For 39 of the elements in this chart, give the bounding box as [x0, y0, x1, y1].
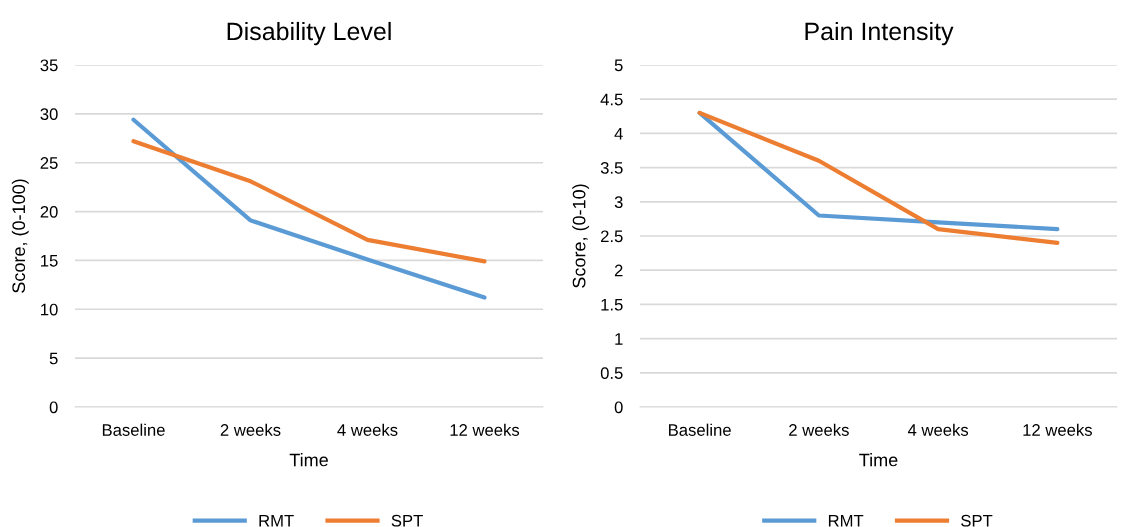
y-tick-label: 3	[614, 196, 623, 208]
y-tick-label: 0.5	[600, 367, 623, 379]
legend-label: RMT	[259, 514, 294, 527]
x-axis-title: Time	[289, 453, 328, 467]
x-tick-label: Baseline	[669, 423, 731, 436]
legend-label: SPT	[391, 514, 423, 527]
y-tick-label: 15	[41, 255, 58, 267]
y-tick-label: 2.5	[601, 230, 623, 243]
y-tick-label: 5	[49, 352, 58, 365]
x-tick-label: 4 weeks	[337, 423, 398, 436]
legend-label: RMT	[828, 514, 864, 527]
line-series	[131, 139, 487, 264]
y-tick-label: 20	[40, 205, 58, 218]
x-tick-label: Baseline	[102, 423, 165, 436]
y-tick-label: 2	[614, 264, 623, 277]
x-tick-label: 4 weeks	[907, 423, 969, 436]
x-tick-label: 2 weeks	[789, 423, 849, 436]
line-series	[131, 117, 487, 300]
y-axis-title: Score, (0-10)	[572, 184, 590, 288]
x-axis-title: Time	[859, 453, 898, 467]
chart-title: Pain Intensity	[805, 21, 954, 46]
y-tick-label: 5	[614, 59, 623, 72]
y-tick-label: 10	[41, 303, 58, 316]
y-tick-label: 4.5	[600, 93, 623, 106]
y-tick-label: 3.5	[600, 162, 623, 174]
x-tick-label: 2 weeks	[220, 423, 281, 436]
y-tick-label: 0	[614, 401, 623, 414]
y-tick-label: 1	[615, 333, 623, 345]
y-tick-label: 25	[40, 157, 58, 169]
chart-title: Disability Level	[227, 21, 391, 46]
y-tick-label: 1.5	[601, 298, 623, 311]
y-tick-label: 35	[40, 59, 58, 72]
y-tick-label: 0	[49, 401, 58, 414]
y-axis-title: Score, (0-100)	[11, 179, 29, 293]
legend-label: SPT	[961, 514, 993, 527]
x-tick-label: 12 weeks	[1023, 423, 1092, 436]
y-tick-label: 4	[614, 127, 623, 140]
x-tick-label: 12 weeks	[450, 423, 520, 436]
y-tick-label: 30	[40, 108, 58, 121]
